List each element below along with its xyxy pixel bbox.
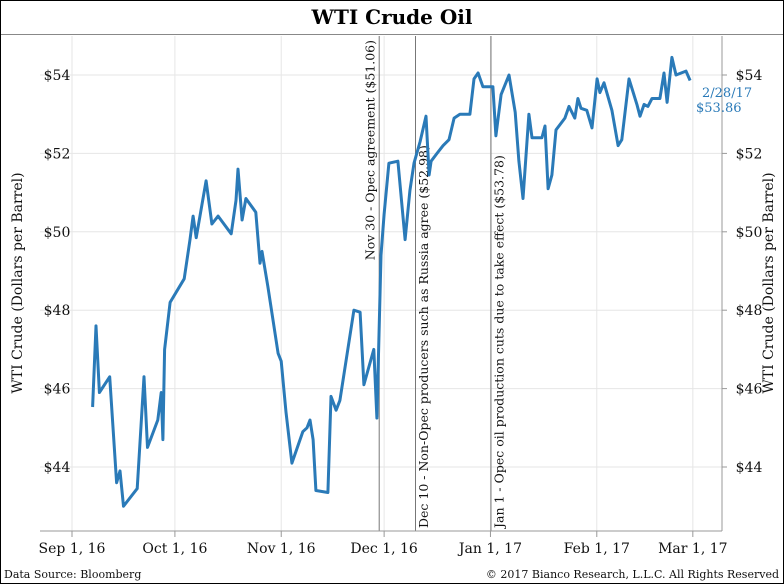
y-tick-label-left: $50 xyxy=(44,225,71,241)
y-tick-label-left: $48 xyxy=(44,303,71,319)
axes: $44 $44 $46 $46 $48 $48 $50 $50 $52 $52 $54 $54 Sep … xyxy=(39,36,763,557)
y-tick-label-right: $50 xyxy=(736,225,763,241)
end-label-date: 2/28/17 xyxy=(702,86,752,101)
annotation-label: Dec 10 - Non-Opec producers such as Russ… xyxy=(416,145,431,528)
annotation-label: Jan 1 - Opec oil production cuts due to … xyxy=(491,155,506,530)
grid xyxy=(40,36,722,531)
x-tick-label: Sep 1, 16 xyxy=(39,541,106,557)
end-label-value: $53.86 xyxy=(696,101,742,116)
y-tick-label-right: $48 xyxy=(736,303,763,319)
annotations: Nov 30 - Opec agreement ($51.06) Dec 10 -… xyxy=(363,36,506,531)
y-axis-label-left: WTI Crude (Dollars per Barrel) xyxy=(10,172,26,393)
x-tick-label: Mar 1, 17 xyxy=(658,541,727,557)
x-tick-label: Jan 1, 17 xyxy=(457,541,522,557)
x-tick-label: Feb 1, 17 xyxy=(564,541,630,557)
series-line-wti xyxy=(91,55,692,508)
footer-source: Data Source: Bloomberg xyxy=(4,568,141,581)
y-axis-label-right: WTI Crude (Dollars per Barrel) xyxy=(761,172,777,393)
y-tick-label-left: $52 xyxy=(44,146,71,162)
annotation-label: Nov 30 - Opec agreement ($51.06) xyxy=(363,40,378,260)
y-tick-label-right: $44 xyxy=(736,460,763,476)
x-tick-label: Dec 1, 16 xyxy=(350,541,418,557)
x-tick-label: Oct 1, 16 xyxy=(142,541,207,557)
y-tick-label-right: $46 xyxy=(736,382,763,398)
y-tick-label-right: $52 xyxy=(736,146,763,162)
footer-copyright: © 2017 Bianco Research, L.L.C. All Right… xyxy=(486,568,779,581)
chart-title: WTI Crude Oil xyxy=(311,5,473,29)
y-tick-label-left: $44 xyxy=(44,460,71,476)
x-tick-label: Nov 1, 16 xyxy=(247,541,316,557)
y-tick-label-left: $54 xyxy=(44,68,71,84)
y-tick-label-right: $54 xyxy=(736,68,763,84)
y-tick-label-left: $46 xyxy=(44,382,71,398)
